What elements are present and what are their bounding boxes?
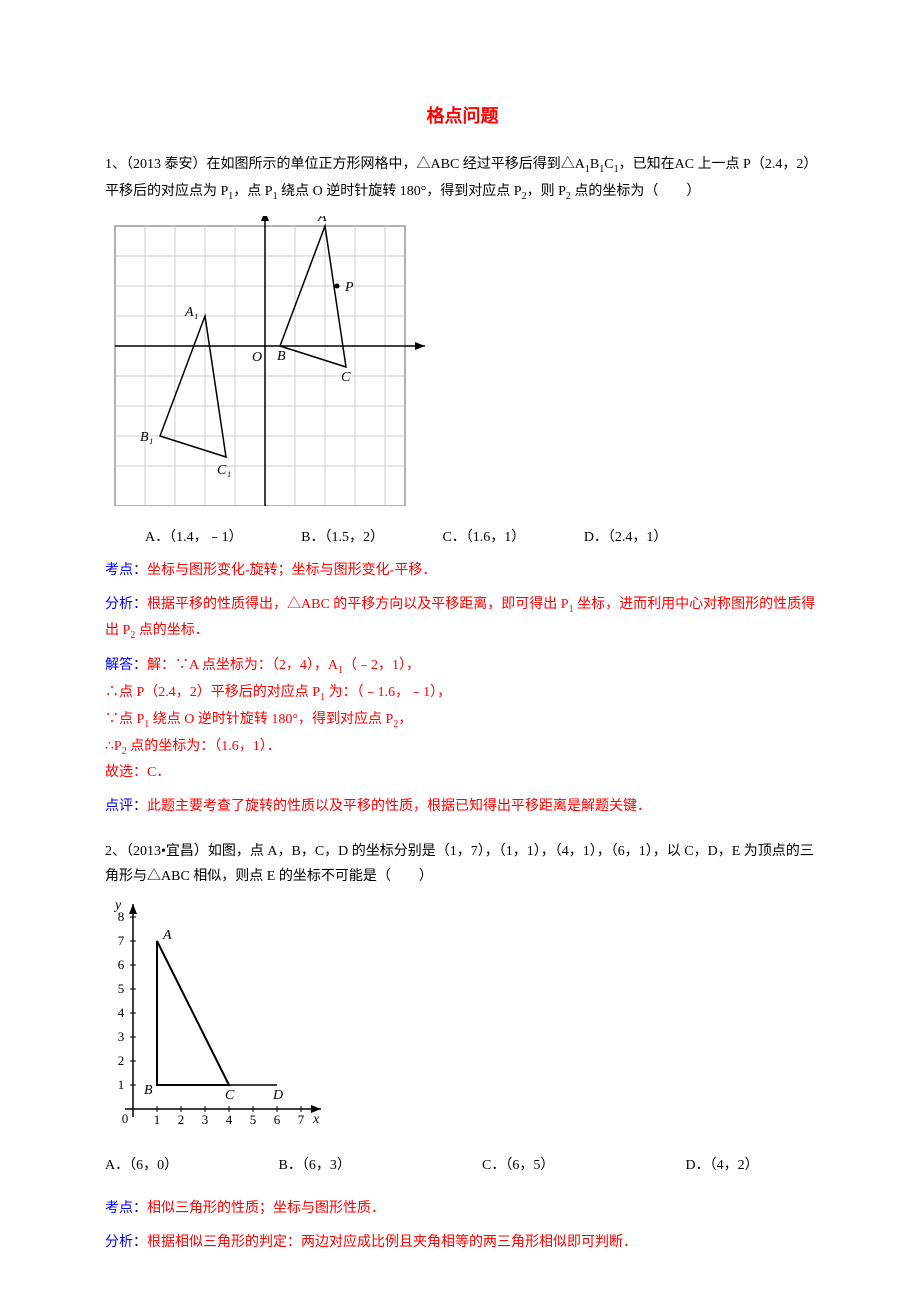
kaodian-text: 坐标与图形变化-旋转；坐标与图形变化-平移． bbox=[147, 563, 436, 578]
fenxi-label: 分析： bbox=[105, 597, 147, 612]
fenxi-t3: 点的坐标． bbox=[135, 623, 209, 638]
jieda-l4a: ∴P bbox=[105, 739, 122, 754]
svg-text:7: 7 bbox=[118, 933, 125, 948]
svg-text:D: D bbox=[272, 1088, 283, 1103]
svg-text:P: P bbox=[344, 280, 354, 295]
q1-figure: y x O A B C P A₁ B₁ C₁ bbox=[105, 216, 820, 515]
jieda-l2a: ∴点 P（2.4，2）平移后的对应点 P bbox=[105, 685, 320, 700]
svg-text:C₁: C₁ bbox=[217, 463, 231, 478]
q2-options: A．（6，0） B．（6，3） C．（6，5） D．（4，2） bbox=[105, 1153, 820, 1178]
dianping-text: 此题主要考查了旋转的性质以及平移的性质，根据已知得出平移距离是解题关键． bbox=[147, 799, 651, 814]
q2-fenxi-text: 根据相似三角形的判定：两边对应成比例且夹角相等的两三角形相似即可判断． bbox=[147, 1235, 637, 1250]
q2-opt-a: A．（6，0） bbox=[105, 1153, 275, 1178]
svg-text:A₁: A₁ bbox=[184, 305, 198, 320]
jieda-l1a: 解：∵A 点坐标为：（2，4），A bbox=[147, 658, 338, 673]
svg-text:1: 1 bbox=[154, 1112, 161, 1127]
jieda-label: 解答： bbox=[105, 658, 147, 673]
svg-text:C: C bbox=[225, 1088, 235, 1103]
page-title: 格点问题 bbox=[105, 100, 820, 132]
jieda-l2b: 为：（﹣1.6，﹣1）， bbox=[325, 685, 451, 700]
q2-fenxi-label: 分析： bbox=[105, 1235, 147, 1250]
q1-t2: B bbox=[590, 157, 599, 172]
q1-t7: ，则 P bbox=[527, 184, 566, 199]
q1-dianping: 点评：此题主要考查了旋转的性质以及平移的性质，根据已知得出平移距离是解题关键． bbox=[105, 794, 820, 819]
q1-t1: 1、（2013 泰安）在如图所示的单位正方形网格中，△ABC 经过平移后得到△A bbox=[105, 157, 585, 172]
svg-text:4: 4 bbox=[226, 1112, 233, 1127]
fenxi-t1: 根据平移的性质得出，△ABC 的平移方向以及平移距离，即可得出 P bbox=[147, 597, 569, 612]
q1-kaodian: 考点：坐标与图形变化-旋转；坐标与图形变化-平移． bbox=[105, 558, 820, 583]
svg-text:C: C bbox=[341, 370, 351, 385]
q1-opt-b: B．（1.5，2） bbox=[301, 530, 384, 545]
q2-opt-d: D．（4，2） bbox=[686, 1153, 759, 1178]
svg-text:B: B bbox=[277, 349, 286, 364]
svg-text:A: A bbox=[317, 216, 327, 225]
svg-text:6: 6 bbox=[274, 1112, 281, 1127]
q1-opt-a: A．（1.4，﹣1） bbox=[145, 530, 243, 545]
svg-text:y: y bbox=[113, 899, 122, 913]
svg-text:5: 5 bbox=[118, 981, 125, 996]
svg-text:4: 4 bbox=[118, 1005, 125, 1020]
jieda-l3a: ∵点 P bbox=[105, 712, 144, 727]
jieda-l5: 故选：C． bbox=[105, 760, 820, 785]
dianping-label: 点评： bbox=[105, 799, 147, 814]
svg-text:1: 1 bbox=[118, 1077, 125, 1092]
q1-t8: 点的坐标为（ ） bbox=[571, 184, 701, 199]
q2-opt-b: B．（6，3） bbox=[279, 1153, 479, 1178]
svg-text:3: 3 bbox=[118, 1029, 125, 1044]
q2-fenxi: 分析：根据相似三角形的判定：两边对应成比例且夹角相等的两三角形相似即可判断． bbox=[105, 1230, 820, 1255]
jieda-l1b: （﹣2，1）， bbox=[343, 658, 420, 673]
svg-text:6: 6 bbox=[118, 957, 125, 972]
q2-kaodian: 考点：相似三角形的性质；坐标与图形性质． bbox=[105, 1196, 820, 1221]
svg-text:2: 2 bbox=[118, 1053, 125, 1068]
q2-opt-c: C．（6，5） bbox=[482, 1153, 682, 1178]
svg-text:7: 7 bbox=[298, 1112, 305, 1127]
q1-jieda: 解答：解：∵A 点坐标为：（2，4），A1（﹣2，1）， ∴点 P（2.4，2）… bbox=[105, 653, 820, 785]
svg-text:3: 3 bbox=[202, 1112, 209, 1127]
q1-text: 1、（2013 泰安）在如图所示的单位正方形网格中，△ABC 经过平移后得到△A… bbox=[105, 152, 820, 206]
q1-t6: 绕点 O 逆时针旋转 180°，得到对应点 P bbox=[278, 184, 522, 199]
svg-text:O: O bbox=[252, 350, 262, 365]
q1-opt-d: D．（2.4，1） bbox=[584, 530, 668, 545]
jieda-l4b: 点的坐标为：（1.6，1）． bbox=[127, 739, 281, 754]
svg-text:B₁: B₁ bbox=[140, 430, 153, 445]
q2-kaodian-text: 相似三角形的性质；坐标与图形性质． bbox=[147, 1201, 385, 1216]
q1-t3: C bbox=[604, 157, 613, 172]
svg-text:2: 2 bbox=[178, 1112, 185, 1127]
q2-kaodian-label: 考点： bbox=[105, 1201, 147, 1216]
svg-text:0: 0 bbox=[122, 1111, 129, 1126]
svg-text:x: x bbox=[312, 1112, 320, 1127]
q1-t5: ，点 P bbox=[233, 184, 272, 199]
jieda-l3b: 绕点 O 逆时针旋转 180°，得到对应点 P bbox=[149, 712, 393, 727]
q2-text: 2、（2013•宜昌）如图，点 A，B，C，D 的坐标分别是（1，7），（1，1… bbox=[105, 839, 820, 889]
kaodian-label: 考点： bbox=[105, 563, 147, 578]
svg-text:A: A bbox=[162, 928, 172, 943]
svg-text:5: 5 bbox=[250, 1112, 257, 1127]
q2-figure: 0 1 2 3 4 5 6 7 1 2 3 4 5 6 7 8 bbox=[105, 899, 820, 1143]
svg-text:B: B bbox=[144, 1083, 153, 1098]
q1-opt-c: C．（1.6，1） bbox=[442, 530, 525, 545]
jieda-l3c: ， bbox=[398, 712, 412, 727]
q1-options: A．（1.4，﹣1） B．（1.5，2） C．（1.6，1） D．（2.4，1） bbox=[145, 525, 820, 550]
q1-fenxi: 分析：根据平移的性质得出，△ABC 的平移方向以及平移距离，即可得出 P1 坐标… bbox=[105, 592, 820, 646]
